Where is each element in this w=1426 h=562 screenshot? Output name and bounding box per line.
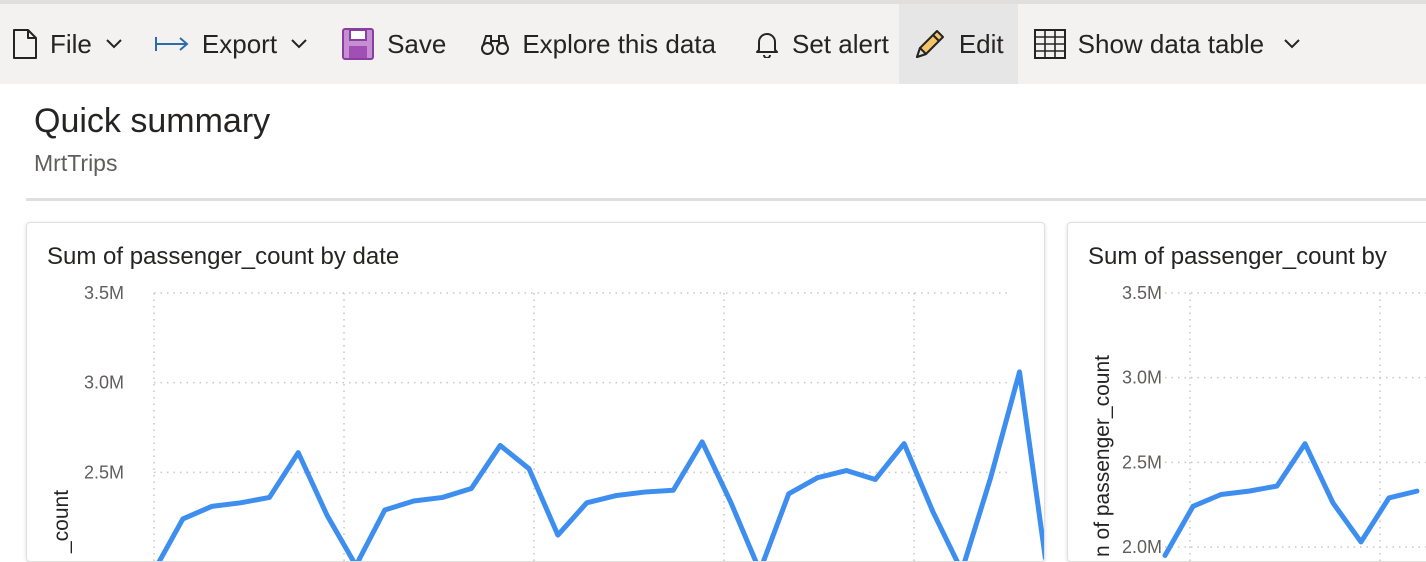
- y-tick-label: 3.5M: [84, 283, 124, 303]
- table-icon: [1033, 29, 1066, 59]
- pencil-icon: [913, 27, 947, 61]
- chart-title: Sum of passenger_count by: [1088, 243, 1387, 270]
- toolbar: File Export Save Explore this data Set a…: [0, 4, 1426, 84]
- export-label: Export: [201, 28, 278, 59]
- line-chart: 3.5M 3.0M 2.5M _count: [50, 283, 1044, 561]
- chart-title: Sum of passenger_count by date: [47, 243, 400, 270]
- chart-card[interactable]: 3.5M 3.0M 2.5M _count Sum of passenger_coun…: [26, 222, 1045, 562]
- explore-label: Explore this data: [522, 28, 716, 59]
- top-border: [0, 0, 1426, 4]
- y-tick-label: 3.5M: [1122, 283, 1162, 303]
- y-axis-title: _count: [50, 490, 73, 554]
- set-alert-label: Set alert: [792, 28, 889, 59]
- page-subtitle: MrtTrips: [34, 150, 118, 176]
- save-icon: [341, 27, 375, 61]
- chart-card[interactable]: 3.5M 3.0M 2.5M 2.0M n of passenger_count Sum…: [1067, 222, 1426, 562]
- file-label: File: [50, 28, 92, 59]
- explore-data-button[interactable]: Explore this data: [456, 4, 726, 84]
- header-divider: [26, 198, 1426, 201]
- y-tick-label: 2.0M: [1122, 537, 1162, 557]
- page-title: Quick summary: [34, 102, 271, 140]
- chevron-down-icon: [291, 39, 307, 49]
- export-menu-button[interactable]: Export: [132, 4, 317, 84]
- binoculars-icon: [480, 31, 510, 57]
- page-header: Quick summary MrtTrips: [34, 100, 270, 178]
- set-alert-button[interactable]: Set alert: [726, 4, 899, 84]
- line-chart: 3.5M 3.0M 2.5M 2.0M n of passenger_count: [1091, 283, 1426, 561]
- y-tick-label: 3.0M: [84, 373, 124, 393]
- chevron-down-icon: [1284, 39, 1300, 49]
- save-button[interactable]: Save: [317, 4, 456, 84]
- y-tick-label: 2.5M: [84, 462, 124, 482]
- show-data-table-button[interactable]: Show data table: [1018, 4, 1310, 84]
- series-line: [156, 369, 1044, 561]
- file-icon: [12, 28, 38, 60]
- edit-label: Edit: [958, 28, 1004, 59]
- y-tick-label: 2.5M: [1122, 452, 1162, 472]
- export-icon: [154, 34, 190, 54]
- bell-icon: [754, 30, 780, 58]
- edit-button[interactable]: Edit: [898, 4, 1018, 84]
- y-tick-label: 3.0M: [1122, 368, 1162, 388]
- show-data-table-label: Show data table: [1077, 28, 1265, 59]
- chevron-down-icon: [106, 39, 122, 49]
- y-axis-title: n of passenger_count: [1091, 355, 1114, 557]
- save-label: Save: [387, 28, 447, 59]
- file-menu-button[interactable]: File: [0, 4, 132, 84]
- series-line: [1162, 441, 1420, 558]
